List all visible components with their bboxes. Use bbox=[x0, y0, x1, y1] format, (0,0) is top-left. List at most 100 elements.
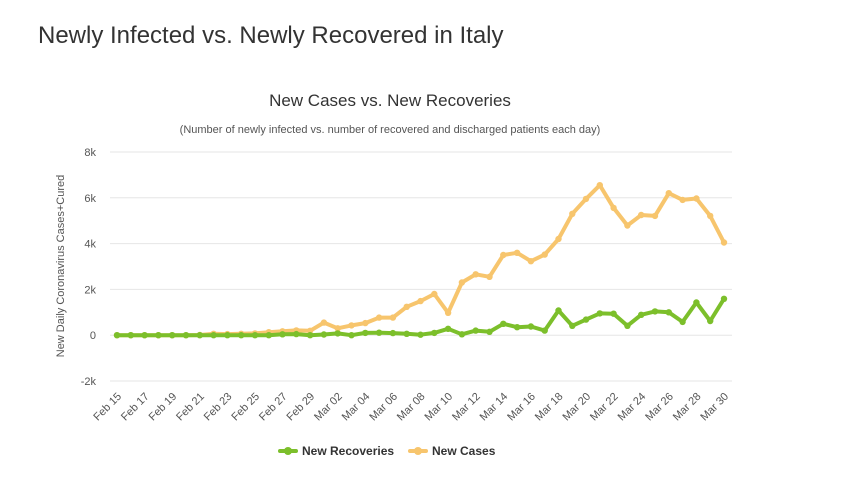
data-point[interactable] bbox=[265, 332, 272, 339]
data-point[interactable] bbox=[555, 235, 562, 243]
data-point[interactable] bbox=[679, 318, 686, 326]
data-point[interactable] bbox=[720, 239, 728, 246]
data-point[interactable] bbox=[348, 332, 355, 339]
x-tick-label: Mar 02 bbox=[312, 391, 345, 424]
data-point[interactable] bbox=[582, 316, 590, 323]
data-point[interactable] bbox=[375, 314, 383, 321]
data-point[interactable] bbox=[431, 290, 438, 298]
data-point[interactable] bbox=[362, 329, 369, 337]
data-point[interactable] bbox=[458, 331, 466, 338]
data-point[interactable] bbox=[527, 323, 535, 330]
data-point[interactable] bbox=[500, 251, 507, 259]
data-point[interactable] bbox=[513, 324, 521, 331]
x-tick-label: Mar 20 bbox=[560, 391, 593, 424]
data-point[interactable] bbox=[472, 271, 479, 278]
data-point[interactable] bbox=[389, 314, 397, 321]
legend-item[interactable]: New Recoveries bbox=[278, 444, 394, 458]
data-point[interactable] bbox=[182, 332, 190, 339]
data-point[interactable] bbox=[403, 303, 410, 310]
data-point[interactable] bbox=[569, 210, 576, 217]
x-tick-label: Mar 26 bbox=[643, 391, 676, 424]
data-point[interactable] bbox=[651, 308, 659, 315]
x-tick-label: Feb 23 bbox=[202, 391, 235, 424]
data-point[interactable] bbox=[596, 310, 603, 317]
data-point[interactable] bbox=[293, 330, 300, 338]
data-point[interactable] bbox=[279, 331, 286, 338]
chart-title: New Cases vs. New Recoveries bbox=[269, 91, 511, 110]
data-point[interactable] bbox=[196, 332, 203, 339]
x-tick-label: Feb 27 bbox=[257, 391, 290, 424]
data-point[interactable] bbox=[444, 325, 452, 332]
data-point[interactable] bbox=[320, 319, 328, 326]
data-point[interactable] bbox=[417, 297, 424, 305]
data-point[interactable] bbox=[651, 212, 659, 220]
data-point[interactable] bbox=[238, 332, 245, 339]
page-heading: Newly Infected vs. Newly Recovered in It… bbox=[38, 22, 504, 49]
data-point[interactable] bbox=[210, 332, 217, 339]
data-point[interactable] bbox=[127, 332, 134, 339]
data-point[interactable] bbox=[348, 322, 355, 329]
x-tick-label: Mar 22 bbox=[588, 391, 621, 424]
data-point[interactable] bbox=[251, 332, 259, 339]
data-point[interactable] bbox=[486, 328, 493, 335]
data-point[interactable] bbox=[582, 195, 590, 203]
chart-subtitle: (Number of newly infected vs. number of … bbox=[180, 124, 601, 136]
data-point[interactable] bbox=[624, 222, 631, 229]
data-point[interactable] bbox=[610, 310, 617, 317]
data-point[interactable] bbox=[334, 330, 341, 337]
data-point[interactable] bbox=[624, 322, 631, 329]
data-point[interactable] bbox=[500, 320, 507, 327]
y-axis-label: New Daily Coronavirus Cases+Cured bbox=[55, 175, 67, 358]
data-point[interactable] bbox=[169, 332, 176, 339]
x-tick-label: Feb 15 bbox=[91, 391, 124, 424]
series-line bbox=[115, 183, 726, 338]
data-point[interactable] bbox=[555, 307, 562, 314]
data-point[interactable] bbox=[541, 327, 548, 334]
data-point[interactable] bbox=[431, 329, 438, 337]
x-tick-label: Feb 21 bbox=[174, 391, 207, 424]
data-point[interactable] bbox=[458, 279, 466, 286]
data-point[interactable] bbox=[306, 332, 314, 339]
data-point[interactable] bbox=[306, 327, 314, 334]
data-point[interactable] bbox=[665, 190, 672, 197]
y-tick-label: 6k bbox=[84, 193, 96, 205]
legend-label: New Recoveries bbox=[302, 444, 394, 458]
data-point[interactable] bbox=[693, 299, 700, 306]
data-point[interactable] bbox=[472, 327, 479, 334]
data-point[interactable] bbox=[224, 332, 231, 339]
data-point[interactable] bbox=[541, 251, 548, 258]
x-tick-label: Mar 30 bbox=[698, 391, 731, 424]
data-point[interactable] bbox=[665, 309, 672, 316]
y-tick-label: -2k bbox=[81, 376, 97, 388]
y-tick-label: 0 bbox=[90, 330, 96, 342]
data-point[interactable] bbox=[113, 332, 121, 339]
data-point[interactable] bbox=[362, 319, 369, 327]
data-point[interactable] bbox=[320, 331, 328, 338]
data-point[interactable] bbox=[527, 258, 535, 265]
data-point[interactable] bbox=[693, 195, 700, 202]
data-point[interactable] bbox=[569, 322, 576, 329]
data-point[interactable] bbox=[638, 211, 645, 219]
data-point[interactable] bbox=[141, 332, 148, 339]
data-point[interactable] bbox=[707, 317, 714, 325]
data-point[interactable] bbox=[417, 331, 424, 338]
data-point[interactable] bbox=[444, 309, 452, 316]
data-point[interactable] bbox=[375, 329, 383, 336]
x-tick-label: Feb 25 bbox=[229, 391, 262, 424]
data-point[interactable] bbox=[679, 196, 686, 204]
data-point[interactable] bbox=[610, 204, 617, 212]
data-point[interactable] bbox=[334, 325, 341, 332]
data-point[interactable] bbox=[389, 329, 397, 337]
data-point[interactable] bbox=[638, 311, 645, 318]
legend-item[interactable]: New Cases bbox=[408, 444, 496, 458]
data-point[interactable] bbox=[155, 332, 162, 339]
data-point[interactable] bbox=[707, 212, 714, 220]
data-point[interactable] bbox=[403, 330, 410, 337]
y-tick-label: 8k bbox=[84, 147, 96, 159]
data-point[interactable] bbox=[513, 249, 521, 256]
legend[interactable]: New Recoveries New Cases bbox=[278, 444, 496, 458]
data-point[interactable] bbox=[486, 273, 493, 280]
data-point[interactable] bbox=[720, 295, 728, 302]
data-point[interactable] bbox=[596, 182, 603, 189]
